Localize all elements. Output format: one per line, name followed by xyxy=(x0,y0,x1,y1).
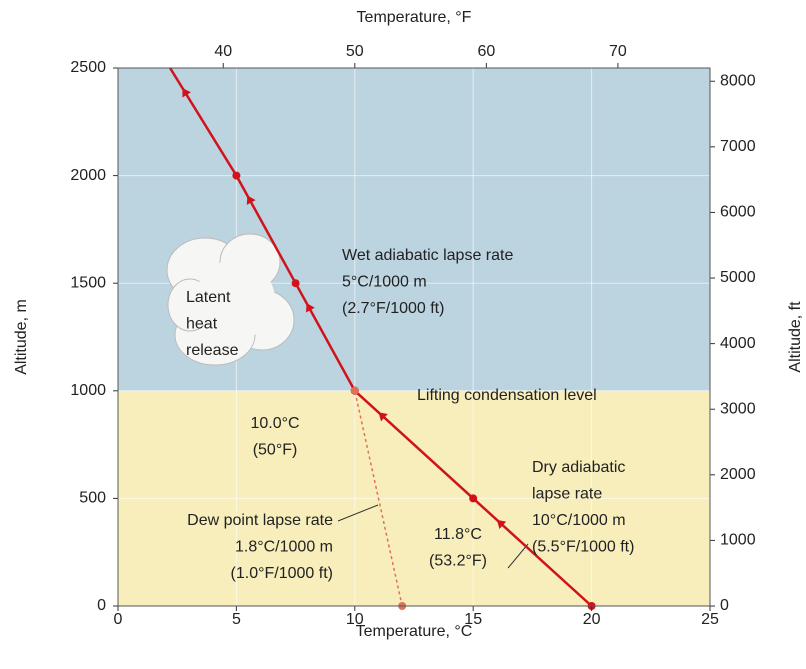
x-tick-label: 0 xyxy=(114,611,123,628)
x2-tick-label: 40 xyxy=(214,43,232,60)
y2-tick-label: 3000 xyxy=(720,400,756,417)
annotation: 11.8°C xyxy=(434,526,482,543)
data-point xyxy=(292,279,300,287)
y2-tick-label: 7000 xyxy=(720,138,756,155)
data-point xyxy=(232,172,240,180)
x2-tick-label: 50 xyxy=(346,43,364,60)
annotation: Lifting condensation level xyxy=(417,387,597,404)
annotation: 1.8°C/1000 m xyxy=(235,539,333,556)
y-axis-title: Altitude, m xyxy=(13,299,30,375)
x-axis-title: Temperature, °C xyxy=(356,623,473,640)
annotation: heat xyxy=(186,316,218,333)
y2-tick-label: 5000 xyxy=(720,269,756,286)
annotation: 5°C/1000 m xyxy=(342,274,427,291)
annotation: (53.2°F) xyxy=(429,553,487,570)
annotation: Dew point lapse rate xyxy=(187,512,333,529)
x2-tick-label: 60 xyxy=(477,43,495,60)
y2-tick-label: 0 xyxy=(720,597,729,614)
annotation: Dry adiabatic xyxy=(532,459,625,476)
data-point xyxy=(469,494,477,502)
y2-tick-label: 6000 xyxy=(720,204,756,221)
x-tick-label: 15 xyxy=(464,611,482,628)
data-point xyxy=(351,387,359,395)
annotation: Latent xyxy=(186,289,231,306)
y-tick-label: 0 xyxy=(97,597,106,614)
y-tick-label: 1500 xyxy=(70,274,106,291)
x2-tick-label: 70 xyxy=(609,43,627,60)
x2-axis-title: Temperature, °F xyxy=(357,9,472,26)
annotation: (5.5°F/1000 ft) xyxy=(532,539,634,556)
annotation: (50°F) xyxy=(253,442,298,459)
y2-tick-label: 1000 xyxy=(720,532,756,549)
annotation: 10°C/1000 m xyxy=(532,512,626,529)
chart: Temperature, °C Temperature, °F Altitude… xyxy=(0,0,806,669)
x-tick-label: 20 xyxy=(583,611,601,628)
annotation: (2.7°F/1000 ft) xyxy=(342,300,444,317)
y2-tick-label: 2000 xyxy=(720,466,756,483)
y-tick-label: 2500 xyxy=(70,59,106,76)
x-tick-label: 25 xyxy=(701,611,719,628)
y2-tick-label: 8000 xyxy=(720,72,756,89)
annotation: 10.0°C xyxy=(250,415,299,432)
annotation: release xyxy=(186,342,239,359)
y-tick-label: 500 xyxy=(79,490,106,507)
annotation: Wet adiabatic lapse rate xyxy=(342,247,513,264)
annotation: lapse rate xyxy=(532,486,602,503)
x-tick-label: 10 xyxy=(346,611,364,628)
y-tick-label: 1000 xyxy=(70,382,106,399)
x-tick-label: 5 xyxy=(232,611,241,628)
y2-axis-title: Altitude, ft xyxy=(787,301,804,373)
y-tick-label: 2000 xyxy=(70,167,106,184)
y2-tick-label: 4000 xyxy=(720,335,756,352)
annotation: (1.0°F/1000 ft) xyxy=(231,565,333,582)
